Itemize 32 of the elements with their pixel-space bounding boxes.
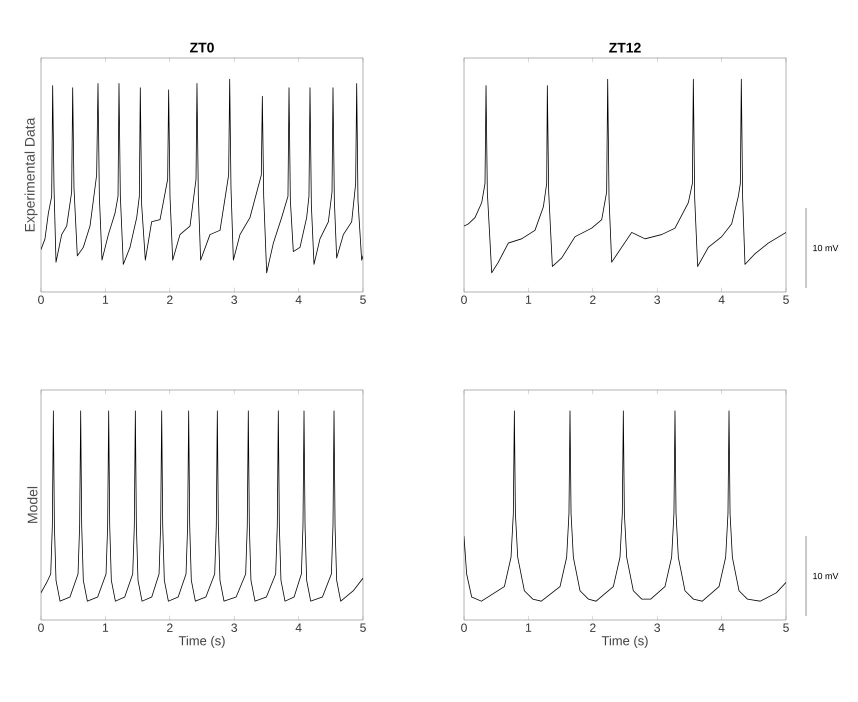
x-axis-title: Time (s) (602, 636, 648, 648)
x-tick-label: 0 (38, 624, 44, 632)
x-tick-label: 0 (461, 624, 467, 632)
x-tick-label: 4 (718, 624, 725, 632)
text: 10 mV (813, 572, 838, 580)
x-tick-label: 2 (590, 296, 596, 304)
chart-title: ZT12 (609, 42, 641, 52)
x-tick-label: 4 (718, 296, 725, 304)
x-axis-title: Time (s) (178, 636, 225, 648)
x-tick-label: 1 (102, 624, 108, 632)
x-tick-label: 5 (783, 296, 789, 304)
x-tick-label: 2 (590, 624, 596, 632)
x-tick-label: 4 (296, 624, 302, 632)
x-tick-label: 1 (526, 624, 532, 632)
x-tick-label: 2 (167, 296, 173, 304)
x-tick-label: 4 (296, 296, 302, 304)
y-axis-title: Model (27, 486, 38, 523)
x-tick-label: 1 (526, 296, 532, 304)
x-tick-label: 1 (102, 296, 108, 304)
x-tick-label: 3 (654, 624, 660, 632)
x-tick-label: 5 (360, 624, 366, 632)
text: 10 mV (813, 244, 838, 252)
x-tick-label: 3 (231, 296, 237, 304)
x-tick-label: 0 (461, 296, 467, 304)
x-tick-label: 5 (360, 296, 366, 304)
x-tick-label: 3 (231, 624, 237, 632)
x-tick-label: 0 (38, 296, 44, 304)
x-tick-label: 2 (167, 624, 173, 632)
x-tick-label: 3 (654, 296, 660, 304)
x-tick-label: 5 (783, 624, 789, 632)
chart-title: ZT0 (190, 42, 214, 52)
y-axis-title: Experimental Data (24, 118, 38, 232)
